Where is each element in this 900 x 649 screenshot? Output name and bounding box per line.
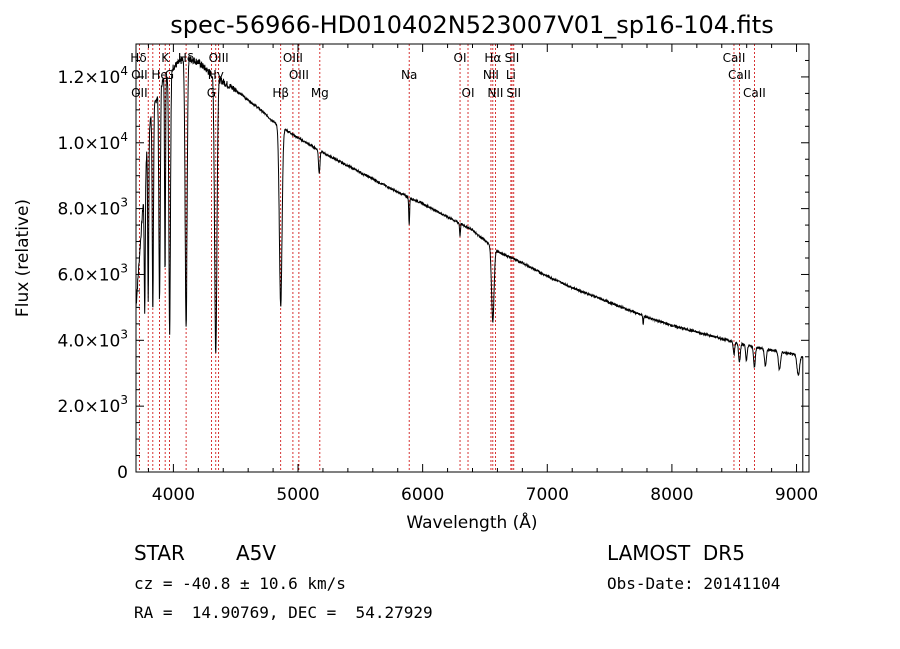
x-tick-label: 7000	[526, 485, 569, 505]
line-annotation: NII	[483, 68, 499, 82]
y-tick-label: 1.0×104	[57, 130, 128, 154]
sky-coordinates: RA = 14.90769, DEC = 54.27929	[134, 603, 433, 622]
y-axis-label: Flux (relative)	[13, 199, 33, 317]
plot-frame	[135, 43, 810, 473]
line-annotation: OIII	[289, 68, 309, 82]
x-tick-label: 9000	[775, 485, 818, 505]
y-tick-label: 8.0×103	[57, 196, 128, 220]
line-annotation: G	[207, 86, 216, 100]
line-annotation: CaII	[728, 68, 751, 82]
y-tick-label: 2.0×103	[57, 393, 128, 417]
redshift-cz: cz = -40.8 ± 10.6 km/s	[134, 574, 346, 593]
spectral-subclass: A5V	[236, 541, 277, 565]
observation-date: Obs-Date: 20141104	[607, 574, 781, 593]
line-markers	[138, 44, 755, 472]
line-annotation: OI	[454, 51, 467, 65]
y-tick-label: 1.2×104	[57, 64, 128, 88]
line-annotation: K	[161, 51, 170, 65]
line-annotation: Mg	[311, 86, 329, 100]
line-annotation: NII	[487, 86, 503, 100]
y-tick-label: 6.0×103	[57, 261, 128, 285]
x-tick-label: 4000	[152, 485, 195, 505]
line-annotation: SII	[505, 51, 520, 65]
line-annotation: SII	[506, 86, 521, 100]
line-annotation: OIII	[209, 51, 229, 65]
line-annotation: Hα	[484, 51, 501, 65]
chart-title: spec-56966-HD010402N523007V01_sp16-104.f…	[170, 11, 773, 39]
spectrum-line	[135, 56, 804, 472]
line-annotation: Hδ	[178, 51, 194, 65]
line-annotation: OI	[462, 86, 475, 100]
x-tick-label: 5000	[276, 485, 319, 505]
x-tick-label: 8000	[650, 485, 693, 505]
y-axis: 0 2.0×103 4.0×103 6.0×103 8.0×103 1.0×104 1.2×…	[57, 59, 809, 483]
y-tick-label: 4.0×103	[57, 327, 128, 351]
object-type: STAR	[134, 541, 185, 565]
line-annotation: OII	[131, 68, 148, 82]
y-tick-label: 0	[117, 463, 128, 483]
x-axis-label: Wavelength (Å)	[406, 511, 537, 533]
x-axis: 4000 5000 6000 7000 8000 9000	[147, 44, 818, 505]
line-annotation: CaII	[743, 86, 766, 100]
line-annotation: G	[165, 68, 174, 82]
line-annotation: Hδ	[130, 51, 146, 65]
line-annotation: Na	[401, 68, 417, 82]
line-annotation: Hβ	[272, 86, 289, 100]
survey-name: LAMOST DR5	[607, 541, 745, 565]
x-tick-label: 6000	[401, 485, 444, 505]
line-annotation: OIII	[283, 51, 303, 65]
line-annotation: CaII	[723, 51, 746, 65]
line-annotation: Li	[506, 68, 516, 82]
